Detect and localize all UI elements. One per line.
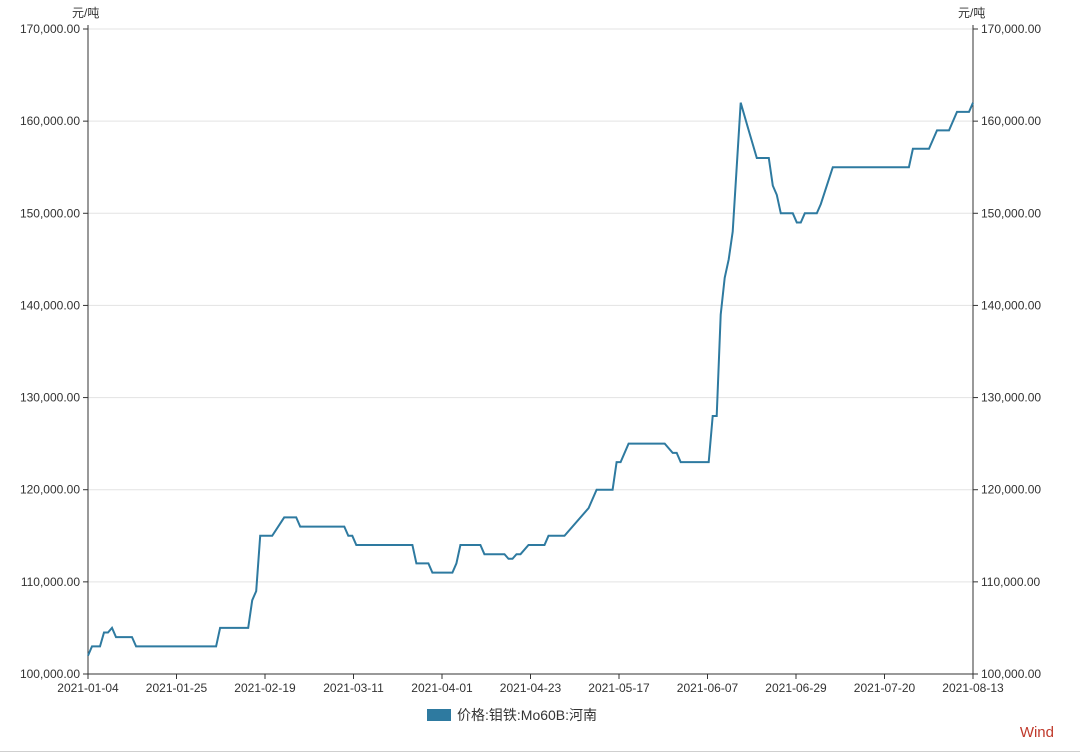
- bottom-divider: [0, 751, 1080, 752]
- y-tick-label-left: 150,000.00: [20, 206, 80, 220]
- series-line: [87, 102, 974, 656]
- x-tick-label: 2021-07-20: [854, 681, 916, 695]
- y-tick-label-left: 170,000.00: [20, 22, 80, 36]
- series-points: [87, 102, 974, 656]
- y-tick-label-left: 120,000.00: [20, 483, 80, 497]
- x-tick-label: 2021-05-17: [588, 681, 650, 695]
- legend-swatch: [427, 709, 451, 721]
- line-chart: 100,000.00 110,000.00 120,000.00 130,000.00…: [20, 6, 1041, 695]
- x-tick-label: 2021-04-23: [500, 681, 562, 695]
- y-tick-label-left: 110,000.00: [21, 575, 80, 589]
- y-tick-label-right: 160,000.00: [981, 114, 1041, 128]
- y-tick-label-right: 100,000.00: [981, 667, 1041, 681]
- y-tick-label-right: 130,000.00: [981, 391, 1041, 405]
- x-tick-label: 2021-06-29: [765, 681, 827, 695]
- y-axis-right-unit: 元/吨: [958, 6, 985, 20]
- y-tick-label-right: 150,000.00: [981, 206, 1041, 220]
- x-axis-ticks: 2021-01-04 2021-01-25 2021-02-19 2021-03-11…: [57, 674, 1004, 695]
- x-tick-label: 2021-06-07: [677, 681, 739, 695]
- y-tick-label-right: 140,000.00: [981, 298, 1041, 312]
- x-tick-label: 2021-08-13: [942, 681, 1004, 695]
- y-tick-label-right: 170,000.00: [981, 22, 1041, 36]
- y-tick-label-right: 120,000.00: [981, 483, 1041, 497]
- x-tick-label: 2021-01-04: [57, 681, 119, 695]
- legend[interactable]: 价格:钼铁:Mo60B:河南: [427, 705, 597, 725]
- y-axis-right-ticks: 100,000.00 110,000.00 120,000.00 130,000.00…: [973, 22, 1041, 681]
- y-tick-label-left: 100,000.00: [20, 667, 80, 681]
- y-axis-left-unit: 元/吨: [72, 6, 99, 20]
- grid-lines: [88, 28, 973, 675]
- y-tick-label-right: 110,000.00: [981, 575, 1040, 589]
- legend-label: 价格:钼铁:Mo60B:河南: [457, 707, 598, 723]
- x-tick-label: 2021-03-11: [323, 681, 384, 695]
- y-axis-left-ticks: 100,000.00 110,000.00 120,000.00 130,000.00…: [20, 22, 88, 681]
- brand-watermark: Wind: [1019, 724, 1054, 741]
- y-tick-label-left: 160,000.00: [20, 114, 80, 128]
- x-tick-label: 2021-02-19: [234, 681, 296, 695]
- x-tick-label: 2021-04-01: [411, 681, 473, 695]
- y-tick-label-left: 140,000.00: [20, 298, 80, 312]
- y-tick-label-left: 130,000.00: [20, 391, 80, 405]
- axes: [87, 25, 974, 675]
- x-tick-label: 2021-01-25: [146, 681, 208, 695]
